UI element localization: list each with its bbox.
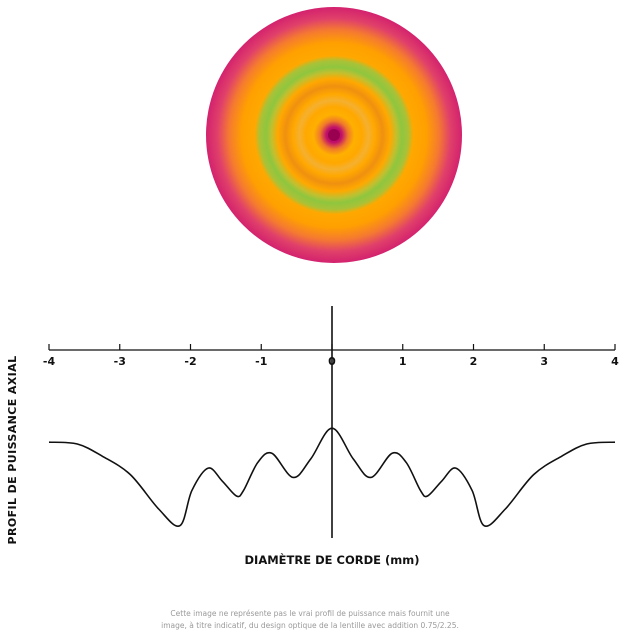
- x-tick-label: -4: [43, 355, 56, 368]
- x-tick-label: -2: [184, 355, 196, 368]
- disclaimer-line-1: Cette image ne représente pas le vrai pr…: [170, 609, 450, 618]
- x-tick-label: 0: [328, 355, 336, 368]
- x-tick-label: -3: [114, 355, 126, 368]
- x-tick-label: 1: [399, 355, 407, 368]
- y-axis-label: PROFIL DE PUISSANCE AXIAL: [6, 356, 19, 545]
- disclaimer-line-2: image, à titre indicatif, du design opti…: [161, 621, 459, 630]
- x-tick-label: 3: [540, 355, 548, 368]
- lens-illustration: [0, 0, 619, 290]
- x-axis-label: DIAMÈTRE DE CORDE (mm): [245, 552, 420, 567]
- power-profile-chart: -4 -3 -2 -1 0 1 2 3 4 PROFIL DE PUISSANCE AXIAL DI…: [0, 290, 619, 580]
- disclaimer-text: Cette image ne représente pas le vrai pr…: [60, 608, 560, 632]
- x-tick-label: 4: [611, 355, 619, 368]
- lens-center-dot: [328, 129, 340, 141]
- power-profile-line: [48, 427, 616, 528]
- x-tick-label: 2: [470, 355, 478, 368]
- x-tick-label: -1: [255, 355, 267, 368]
